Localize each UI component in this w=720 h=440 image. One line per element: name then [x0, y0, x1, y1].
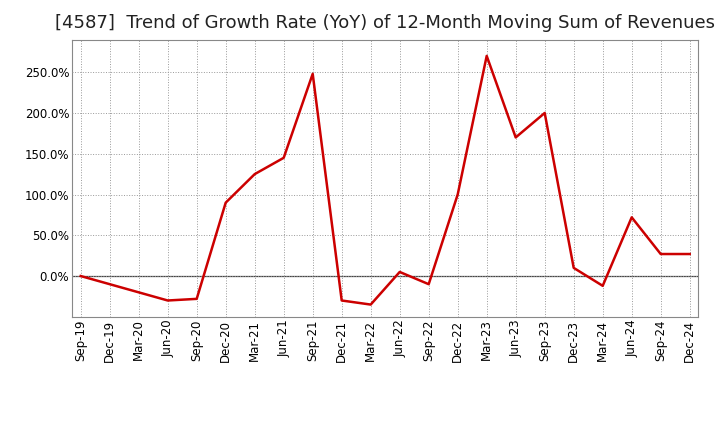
- Title: [4587]  Trend of Growth Rate (YoY) of 12-Month Moving Sum of Revenues: [4587] Trend of Growth Rate (YoY) of 12-…: [55, 15, 715, 33]
